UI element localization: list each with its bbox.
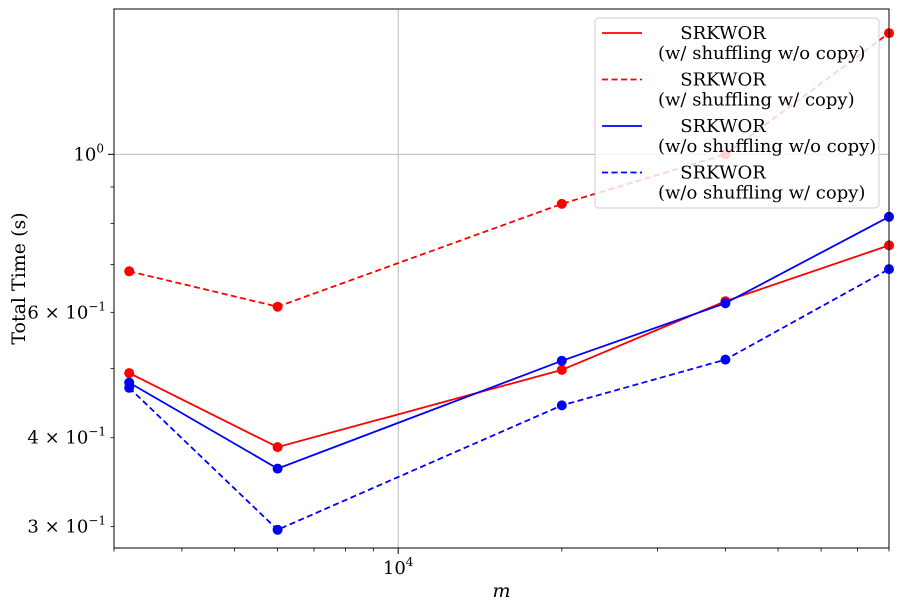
x-axis-label: m xyxy=(492,580,510,602)
y-tick-label: 6 × 10−1 xyxy=(27,299,106,323)
data-point xyxy=(556,355,567,366)
y-tick-label: 4 × 10−1 xyxy=(27,425,106,449)
data-point xyxy=(124,266,135,277)
data-point xyxy=(720,354,731,365)
data-point xyxy=(124,368,135,379)
legend: SRKWOR(w/ shuffling w/o copy)SRKWOR(w/ s… xyxy=(594,17,880,209)
y-axis-label: Total Time (s) xyxy=(8,212,30,344)
data-point xyxy=(720,298,731,309)
legend-box xyxy=(594,17,880,209)
legend-label-detail: (w/ shuffling w/ copy) xyxy=(658,90,855,111)
legend-label: SRKWOR xyxy=(680,70,766,91)
series-3 xyxy=(124,211,894,474)
legend-label: SRKWOR xyxy=(680,116,766,137)
data-point xyxy=(556,198,567,209)
data-point xyxy=(556,400,567,411)
legend-label-detail: (w/ shuffling w/o copy) xyxy=(658,43,865,64)
data-point xyxy=(556,364,567,375)
legend-label-detail: (w/o shuffling w/ copy) xyxy=(658,183,865,204)
plot-frame xyxy=(113,8,890,549)
legend-label: SRKWOR xyxy=(680,163,766,184)
y-tick-label: 3 × 10−1 xyxy=(27,514,106,538)
series-4 xyxy=(124,264,894,535)
data-point xyxy=(272,463,283,474)
series-line xyxy=(128,244,890,449)
legend-label-detail: (w/o shuffling w/o copy) xyxy=(658,136,876,157)
x-tick-label: 104 xyxy=(383,555,414,579)
legend-label: SRKWOR xyxy=(680,23,766,44)
data-point xyxy=(124,382,135,393)
data-point xyxy=(272,524,283,535)
series-line xyxy=(128,268,890,531)
y-tick-label: 100 xyxy=(73,141,104,165)
data-point xyxy=(272,442,283,453)
data-point xyxy=(272,301,283,312)
series-1 xyxy=(124,240,894,453)
